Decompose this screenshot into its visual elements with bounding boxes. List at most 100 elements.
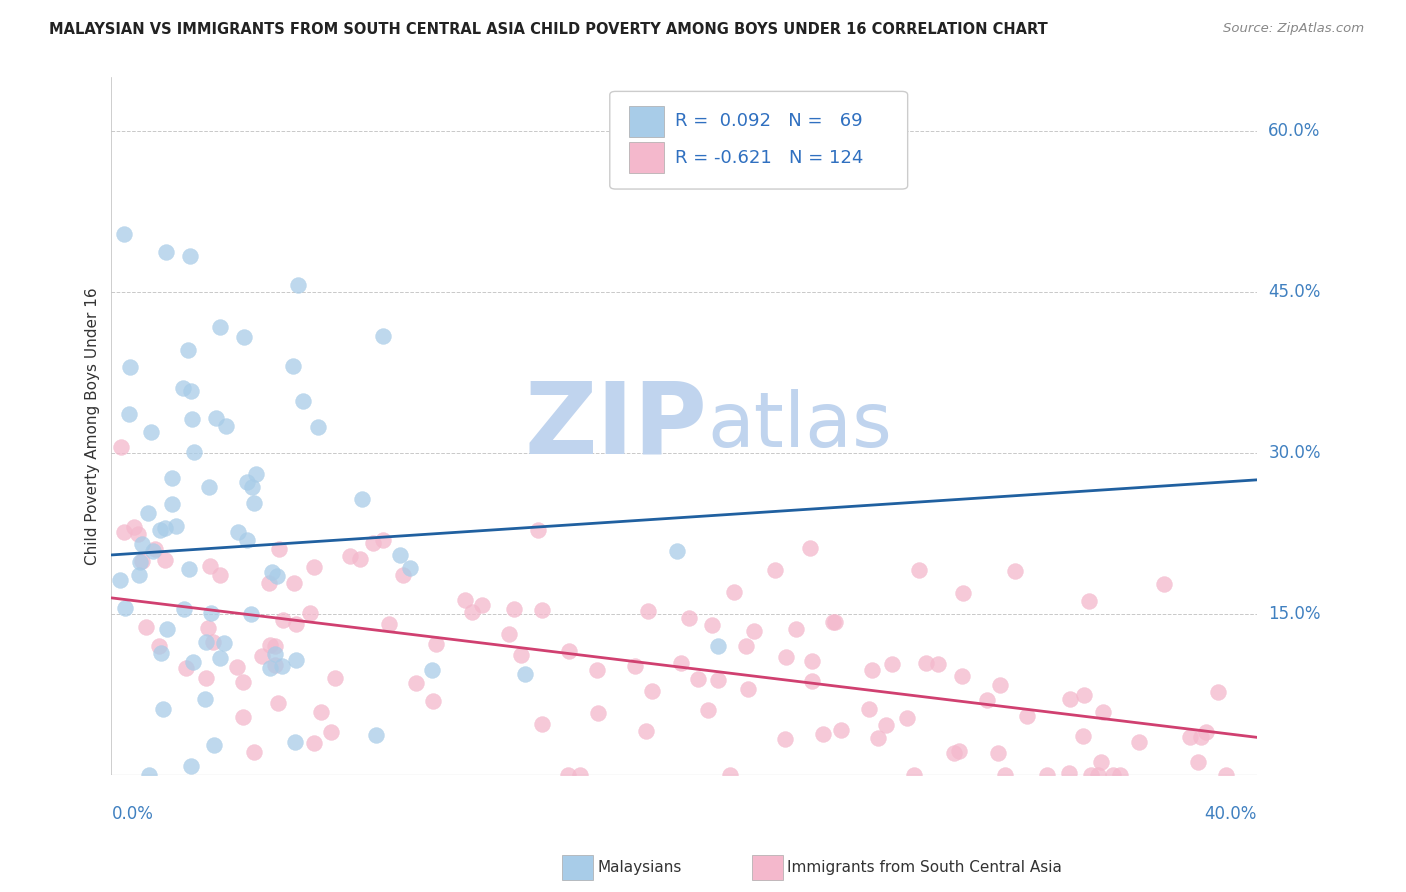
Point (868, 731, 890, 745)
Point (737, 682, 759, 697)
Point (143, 542, 166, 557)
Point (1101, 768, 1123, 782)
Point (943, 747, 966, 761)
Point (152, 702, 174, 716)
Point (215, 419, 238, 434)
Text: atlas: atlas (707, 389, 891, 463)
Point (585, 663, 607, 677)
Point (976, 692, 998, 706)
Point (165, 518, 187, 533)
FancyBboxPatch shape (630, 142, 664, 173)
Point (141, 425, 163, 439)
Point (142, 544, 165, 558)
Point (927, 657, 949, 672)
Point (502, 601, 524, 615)
Point (198, 481, 221, 495)
Point (1071, 729, 1094, 743)
Point (1128, 735, 1150, 749)
Point (425, 637, 447, 651)
Point (785, 622, 807, 636)
Point (349, 552, 371, 566)
Point (259, 638, 281, 652)
Point (1195, 724, 1218, 739)
Point (557, 768, 579, 782)
Point (194, 671, 217, 685)
Point (1215, 768, 1237, 782)
Point (112, 227, 135, 241)
Point (110, 440, 132, 454)
Point (637, 604, 659, 618)
Point (285, 652, 308, 666)
Point (361, 535, 384, 549)
Point (1090, 755, 1112, 769)
Point (903, 768, 925, 782)
Point (1080, 768, 1102, 782)
Point (172, 381, 194, 395)
Point (896, 711, 918, 725)
Point (173, 602, 195, 616)
Point (352, 492, 374, 507)
Point (530, 602, 553, 616)
Point (259, 661, 281, 675)
Point (405, 676, 427, 690)
FancyBboxPatch shape (610, 91, 908, 189)
Point (135, 620, 157, 634)
Point (471, 598, 494, 612)
Point (257, 575, 280, 590)
Point (243, 745, 266, 759)
Text: 60.0%: 60.0% (1268, 122, 1320, 140)
Text: 40.0%: 40.0% (1205, 805, 1257, 823)
Point (994, 768, 1017, 782)
Point (129, 555, 152, 569)
Point (150, 646, 173, 660)
Point (209, 650, 232, 665)
Point (110, 573, 132, 587)
Point (299, 607, 322, 621)
Point (131, 537, 153, 551)
Text: 45.0%: 45.0% (1268, 283, 1320, 301)
Point (641, 684, 664, 698)
Point (149, 523, 172, 537)
Point (160, 497, 183, 511)
Point (200, 606, 222, 620)
Point (283, 359, 305, 374)
Point (1057, 766, 1080, 780)
Text: 0.0%: 0.0% (111, 805, 153, 823)
Point (263, 658, 285, 673)
Point (987, 746, 1010, 760)
Point (235, 475, 257, 489)
Point (454, 593, 477, 607)
Point (1092, 705, 1115, 719)
Point (527, 524, 550, 538)
Text: 15.0%: 15.0% (1268, 605, 1320, 623)
Point (232, 330, 254, 344)
Point (1004, 564, 1026, 578)
Point (179, 249, 201, 263)
Point (624, 658, 647, 673)
Point (197, 621, 219, 635)
Point (1087, 768, 1109, 782)
Point (302, 560, 325, 574)
Point (1015, 709, 1038, 723)
Point (155, 244, 177, 259)
Point (420, 663, 443, 677)
Point (700, 617, 723, 632)
Point (285, 617, 308, 632)
Point (568, 768, 591, 782)
Point (307, 419, 329, 434)
Point (908, 563, 931, 577)
Point (1189, 730, 1212, 744)
Point (309, 706, 332, 720)
Point (269, 541, 291, 556)
Point (498, 627, 520, 641)
Point (1036, 768, 1059, 782)
Point (801, 654, 824, 668)
Point (952, 585, 974, 599)
Point (1073, 688, 1095, 702)
Point (763, 563, 786, 577)
Point (669, 656, 692, 670)
Point (263, 639, 285, 653)
Point (1206, 685, 1229, 699)
Point (1078, 594, 1101, 608)
Point (160, 471, 183, 485)
